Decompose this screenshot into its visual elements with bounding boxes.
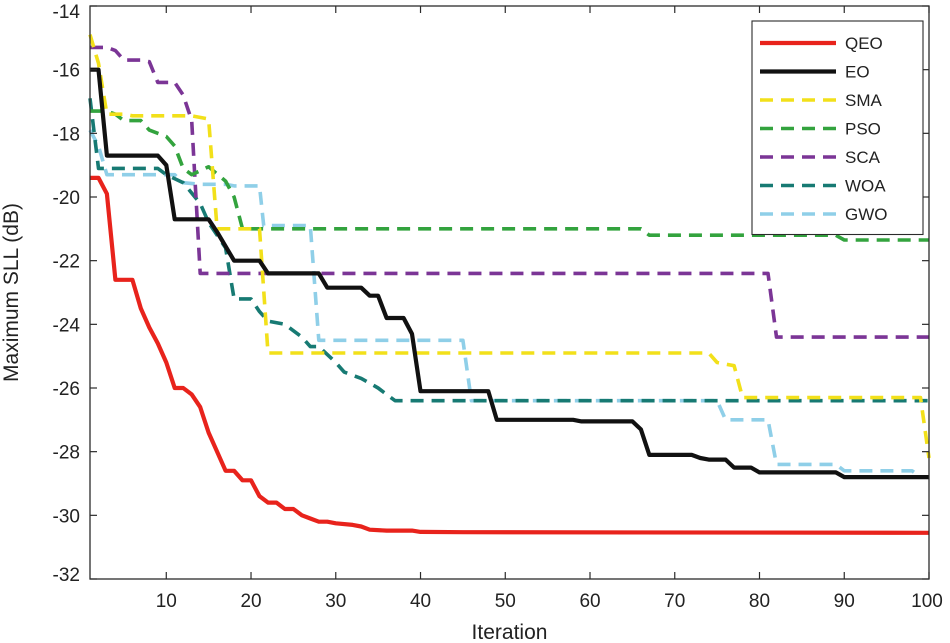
series-line-pso (90, 109, 929, 242)
series-line-sca (90, 45, 929, 339)
axis-ticks: 10 20 30 40 50 60 70 80 90 100 -32 -30 -28 -26 -24 -22 -… (53, 2, 943, 612)
legend-label-woa: WOA (845, 177, 886, 196)
y-tick-label: -24 (53, 315, 81, 336)
x-axis-label: Iteration (472, 621, 548, 643)
x-tick-label: 50 (495, 591, 516, 612)
y-tick-label: -18 (53, 124, 80, 145)
y-tick-label: -32 (53, 565, 80, 586)
legend: QEO EO SMA PSO SCA WOA GWO (751, 20, 924, 236)
y-tick-label: -30 (53, 506, 80, 527)
series-line-eo (90, 67, 929, 480)
series-line-qeo (90, 175, 930, 535)
legend-label-sma: SMA (845, 91, 883, 110)
legend-label-gwo: GWO (845, 205, 888, 224)
legend-label-qeo: QEO (845, 34, 883, 53)
legend-label-sca: SCA (845, 148, 881, 167)
y-tick-label: -14 (53, 2, 81, 23)
y-axis-label: Maximum SLL (dB) (0, 203, 23, 382)
plot-frame (89, 5, 930, 580)
y-tick-label: -26 (53, 379, 80, 400)
y-tick-label: -20 (53, 188, 80, 209)
x-tick-label: 10 (156, 591, 177, 612)
legend-label-eo: EO (845, 63, 870, 82)
series-line-sma (88, 34, 931, 459)
x-tick-label: 30 (325, 591, 346, 612)
legend-label-pso: PSO (845, 120, 881, 139)
x-tick-label: 100 (911, 591, 943, 612)
plot-lines (88, 34, 931, 535)
x-tick-label: 20 (240, 591, 261, 612)
x-tick-label: 60 (579, 591, 600, 612)
x-tick-label: 40 (410, 591, 431, 612)
y-tick-label: -28 (53, 443, 80, 464)
x-tick-label: 70 (664, 591, 685, 612)
y-tick-label: -22 (53, 252, 80, 273)
legend-box (751, 20, 924, 236)
y-tick-label: -16 (53, 61, 80, 82)
x-tick-label: 90 (834, 591, 855, 612)
x-tick-label: 80 (749, 591, 770, 612)
